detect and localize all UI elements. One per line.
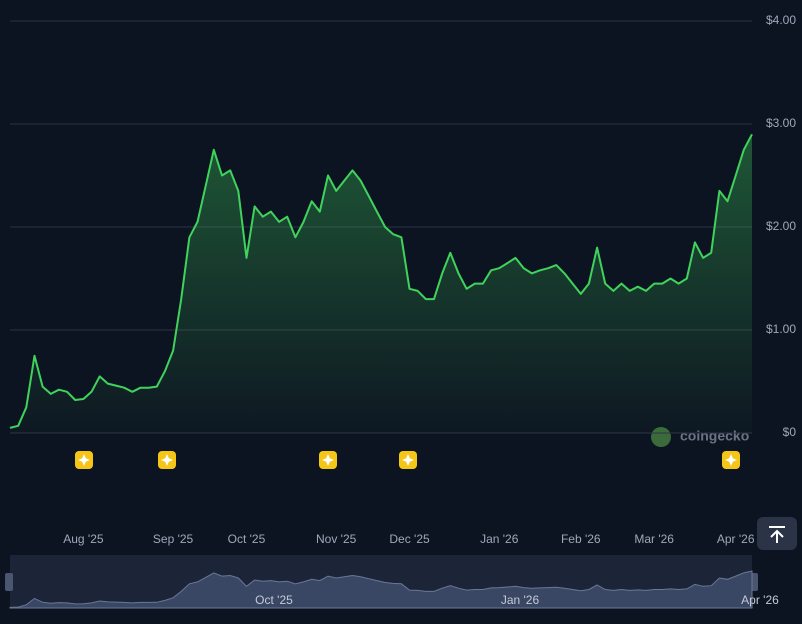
x-tick-label: Nov '25	[316, 532, 357, 546]
x-tick-label: Aug '25	[63, 532, 104, 546]
x-tick-label: Sep '25	[153, 532, 194, 546]
navigator-area	[9, 570, 753, 609]
navigator-label: Jan '26	[501, 593, 540, 607]
x-tick-label: Apr '26	[717, 532, 755, 546]
x-tick-label: Jan '26	[480, 532, 519, 546]
y-tick-label: $1.00	[766, 322, 796, 336]
navigator-handle[interactable]	[5, 573, 13, 591]
y-tick-label: $4.00	[766, 13, 796, 27]
y-tick-label: $3.00	[766, 116, 796, 130]
x-tick-label: Dec '25	[389, 532, 430, 546]
x-tick-label: Mar '26	[634, 532, 674, 546]
x-tick-label: Feb '26	[561, 532, 601, 546]
price-line	[9, 133, 753, 429]
scroll-top-button[interactable]	[757, 517, 797, 550]
x-tick-label: Oct '25	[228, 532, 266, 546]
y-tick-label: $0	[783, 425, 797, 439]
area	[10, 134, 752, 434]
event-markers	[75, 451, 740, 469]
navigator-label: Oct '25	[255, 593, 293, 607]
navigator-label: Apr '26	[741, 593, 779, 607]
y-tick-label: $2.00	[766, 219, 796, 233]
